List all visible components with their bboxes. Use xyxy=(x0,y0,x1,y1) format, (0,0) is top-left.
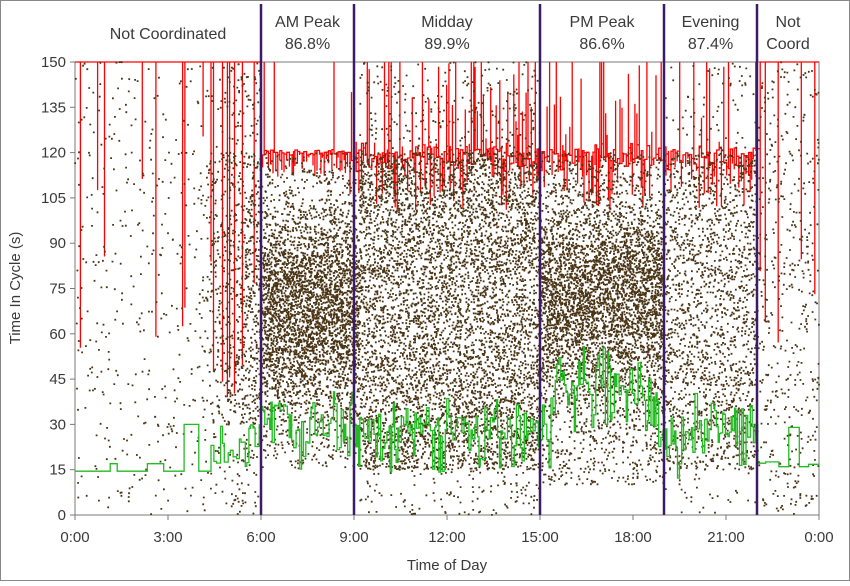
period-dividers-layer xyxy=(259,4,759,515)
axes-layer: 0 15 30 45 60 75 90 105 120 135 150 0:00 3:00 6:00 9:0… xyxy=(41,54,834,546)
y-tick-label: 105 xyxy=(41,190,66,207)
period-percent-label: 87.4% xyxy=(688,36,733,53)
x-tick-label: 12:00 xyxy=(428,529,466,546)
y-tick-label: 75 xyxy=(49,281,66,298)
x-tick-label: 15:00 xyxy=(521,529,559,546)
x-axis-title: Time of Day xyxy=(407,557,488,574)
period-name-label: PM Peak xyxy=(570,14,636,31)
x-tick-label: 0:00 xyxy=(60,529,89,546)
period-percent-label: 89.9% xyxy=(424,36,469,53)
period-name-label: Not xyxy=(776,14,801,31)
x-tick-label: 3:00 xyxy=(153,529,182,546)
x-tick-label: 6:00 xyxy=(246,529,275,546)
y-tick-label: 30 xyxy=(49,416,66,433)
y-axis-title: Time In Cycle (s) xyxy=(7,232,24,345)
y-tick-label: 120 xyxy=(41,145,66,162)
period-percent-label: Coord xyxy=(766,36,810,53)
green-time-layer xyxy=(75,346,819,479)
y-tick-label: 60 xyxy=(49,326,66,343)
period-labels-layer: Not Coordinated AM Peak 86.8% Midday 89.9% PM… xyxy=(110,14,810,53)
period-name-label: Midday xyxy=(421,14,473,31)
period-name-label: Not Coordinated xyxy=(110,26,227,43)
period-name-label: AM Peak xyxy=(275,14,341,31)
y-tick-label: 150 xyxy=(41,54,66,71)
x-tick-label: 21:00 xyxy=(707,529,745,546)
y-tick-label: 45 xyxy=(49,371,66,388)
period-percent-label: 86.8% xyxy=(285,36,330,53)
y-tick-label: 15 xyxy=(49,462,66,479)
y-tick-label: 90 xyxy=(49,235,66,252)
x-tick-label: 9:00 xyxy=(339,529,368,546)
period-name-label: Evening xyxy=(682,14,740,31)
y-tick-label: 135 xyxy=(41,99,66,116)
x-tick-label: 18:00 xyxy=(614,529,652,546)
x-tick-label: 0:00 xyxy=(804,529,833,546)
y-tick-label: 0 xyxy=(58,507,66,524)
green-time-line xyxy=(75,346,819,479)
period-percent-label: 86.6% xyxy=(579,36,624,53)
